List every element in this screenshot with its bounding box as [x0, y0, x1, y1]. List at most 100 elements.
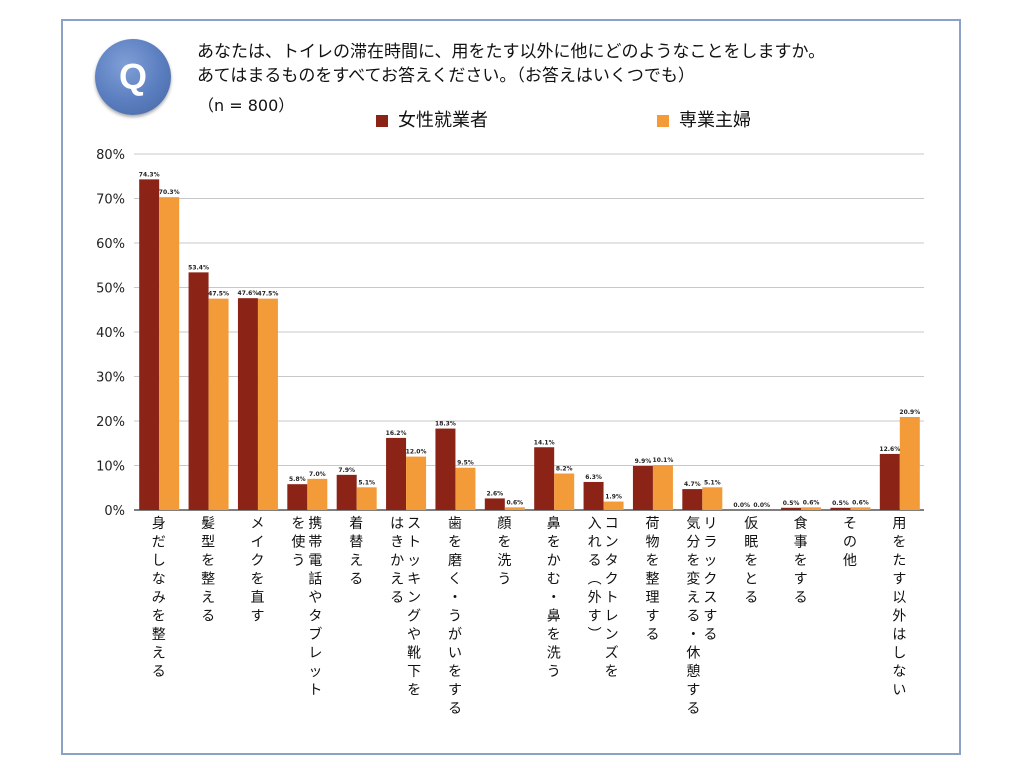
value-label: 10.1% — [653, 457, 674, 464]
y-tick-label: 60% — [96, 237, 125, 252]
bar-series1-cat14 — [850, 507, 871, 510]
value-label: 0.5% — [783, 500, 800, 507]
bar-series1-cat7 — [504, 507, 525, 510]
value-label: 1.9% — [605, 494, 622, 501]
value-label: 2.6% — [486, 490, 503, 497]
bar-series1-cat10 — [652, 465, 673, 510]
category-label: メイクを直す — [250, 516, 264, 625]
bars — [139, 179, 920, 511]
bar-series1-cat4 — [356, 487, 377, 510]
category-label: 身だしなみを整える — [152, 516, 166, 680]
value-label: 4.7% — [684, 481, 701, 488]
category-label: リラックスする — [703, 516, 717, 643]
value-label: 9.9% — [635, 458, 652, 465]
value-label: 0.6% — [852, 499, 869, 506]
bar-series0-cat3 — [287, 484, 308, 510]
bar-series0-cat10 — [632, 465, 653, 510]
value-label: 8.2% — [556, 466, 573, 473]
bar-series1-cat13 — [801, 507, 822, 510]
y-tick-label: 0% — [104, 504, 125, 519]
legend-swatch-housewives — [657, 115, 669, 127]
category-label: 入れる︵外す︶ — [588, 516, 602, 643]
category-label: 食事をする — [794, 515, 808, 606]
bar-series0-cat5 — [386, 437, 407, 510]
category-label: 顔を洗う — [497, 516, 511, 588]
bar-series0-cat0 — [139, 179, 160, 511]
category-label: 荷物を整理する — [645, 516, 659, 643]
value-label: 6.3% — [585, 474, 602, 481]
category-label: 携帯電話やタブレット — [308, 516, 322, 699]
value-label: 7.9% — [338, 467, 355, 474]
y-axis-tick-labels: 0% 10% 20% 30% 40% 50% 60% 70% 80% — [96, 148, 125, 519]
bar-series1-cat1 — [208, 298, 229, 510]
bar-series1-cat0 — [159, 197, 180, 511]
value-label: 12.6% — [879, 446, 900, 453]
category-label: 用をたす以外はしない — [892, 516, 906, 699]
category-label: ストッキングや靴下を — [407, 516, 421, 699]
bar-series1-cat11 — [702, 487, 723, 510]
value-label: 5.1% — [358, 479, 375, 486]
value-label: 0.5% — [832, 500, 849, 507]
bar-series0-cat2 — [237, 298, 258, 510]
legend-item-housewives: 専業主婦 — [657, 109, 817, 133]
question-badge: Q — [95, 39, 171, 115]
bar-series0-cat9 — [583, 481, 604, 510]
value-label: 20.9% — [899, 409, 920, 416]
bar-series0-cat13 — [781, 507, 802, 510]
value-label: 47.5% — [208, 291, 229, 298]
category-label: 髪型を整える — [201, 516, 215, 625]
value-label: 18.3% — [435, 421, 456, 428]
question-text-line2: あてはまるものをすべてお答えください。（お答えはいくつでも） — [197, 66, 695, 86]
category-label: 仮眠をとる — [744, 516, 758, 606]
category-label: 鼻をかむ・鼻を洗う — [547, 515, 561, 680]
bar-series0-cat7 — [484, 498, 505, 510]
y-tick-label: 40% — [96, 326, 125, 341]
y-tick-label: 50% — [96, 282, 125, 297]
bar-series0-cat14 — [830, 507, 851, 510]
value-label: 14.1% — [534, 439, 555, 446]
category-label: 着替える — [349, 516, 363, 588]
value-label: 70.3% — [159, 189, 180, 196]
bar-series0-cat15 — [879, 453, 900, 510]
value-labels: 74.3% 53.4% 47.6% 5.8% 7.9% 16.2% 18.3% 2.6% 14.… — [139, 171, 920, 509]
legend-swatch-women-workers — [376, 115, 388, 127]
category-label: その他 — [843, 516, 857, 569]
legend-label-women-workers: 女性就業者 — [398, 110, 488, 131]
y-tick-label: 10% — [96, 460, 125, 475]
bar-series0-cat1 — [188, 272, 209, 510]
legend-item-women-workers: 女性就業者 — [376, 109, 536, 133]
figure-frame — [61, 19, 961, 755]
sample-size: （n = 800） — [198, 96, 295, 115]
legend-label-housewives: 専業主婦 — [679, 110, 751, 131]
bar-series1-cat8 — [554, 473, 575, 510]
value-label: 47.6% — [238, 290, 259, 297]
value-label: 0.0% — [753, 502, 770, 509]
category-label: はきかえる — [390, 516, 404, 606]
bar-series1-cat6 — [455, 467, 476, 510]
bar-series0-cat6 — [435, 428, 456, 510]
value-label: 0.6% — [506, 499, 523, 506]
bar-series1-cat2 — [257, 298, 278, 510]
question-text-line1: あなたは、トイレの滞在時間に、用をたす以外に他にどのようなことをしますか。 — [197, 42, 826, 62]
value-label: 16.2% — [386, 430, 407, 437]
value-label: 47.5% — [258, 291, 279, 298]
bar-series1-cat3 — [307, 478, 328, 510]
y-tick-label: 30% — [96, 371, 125, 386]
bar-series1-cat9 — [603, 501, 624, 510]
y-tick-label: 20% — [96, 415, 125, 430]
value-label: 5.8% — [289, 476, 306, 483]
value-label: 7.0% — [309, 471, 326, 478]
question-badge-letter: Q — [118, 56, 147, 97]
category-label: を使う — [291, 516, 305, 569]
category-label: 歯を磨く・うがいをする — [448, 516, 462, 717]
bar-series1-cat15 — [899, 416, 920, 510]
bar-series0-cat4 — [336, 474, 357, 510]
value-label: 53.4% — [188, 264, 209, 271]
value-label: 74.3% — [139, 171, 160, 178]
category-label: 気分を変える・休憩する — [686, 516, 700, 717]
bar-series0-cat11 — [682, 489, 703, 510]
value-label: 9.5% — [457, 460, 474, 467]
value-label: 12.0% — [406, 449, 427, 456]
